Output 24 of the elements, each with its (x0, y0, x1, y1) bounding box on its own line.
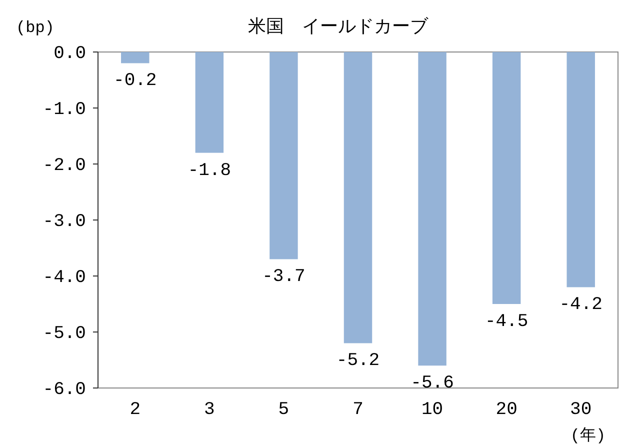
x-tick-label: 2 (130, 400, 141, 420)
y-axis-title: (bp) (16, 19, 54, 37)
x-axis-title: (年) (570, 427, 606, 445)
x-tick-label: 30 (570, 400, 592, 420)
x-tick-label: 5 (278, 400, 290, 420)
data-label: -4.5 (484, 312, 528, 332)
y-tick-label: -5.0 (42, 324, 86, 344)
y-tick-label: 0.0 (54, 44, 86, 64)
chart-title: 米国 イールドカーブ (248, 16, 429, 38)
data-label: -0.2 (114, 71, 157, 92)
y-tick-label: -1.0 (42, 100, 86, 120)
x-tick-label: 10 (421, 400, 444, 420)
y-tick-label: -6.0 (42, 380, 86, 400)
x-tick-label: 20 (496, 400, 518, 420)
x-tick-label: 7 (352, 400, 364, 420)
y-tick-label: -4.0 (42, 268, 86, 288)
data-label: -1.8 (188, 160, 232, 181)
data-label: -3.7 (262, 267, 306, 288)
data-label: -5.2 (336, 351, 380, 372)
y-tick-label: -3.0 (42, 212, 86, 232)
data-label: -5.6 (410, 374, 454, 394)
data-label: -4.2 (559, 295, 602, 316)
y-tick-label: -2.0 (42, 156, 86, 176)
x-tick-label: 3 (204, 400, 215, 420)
